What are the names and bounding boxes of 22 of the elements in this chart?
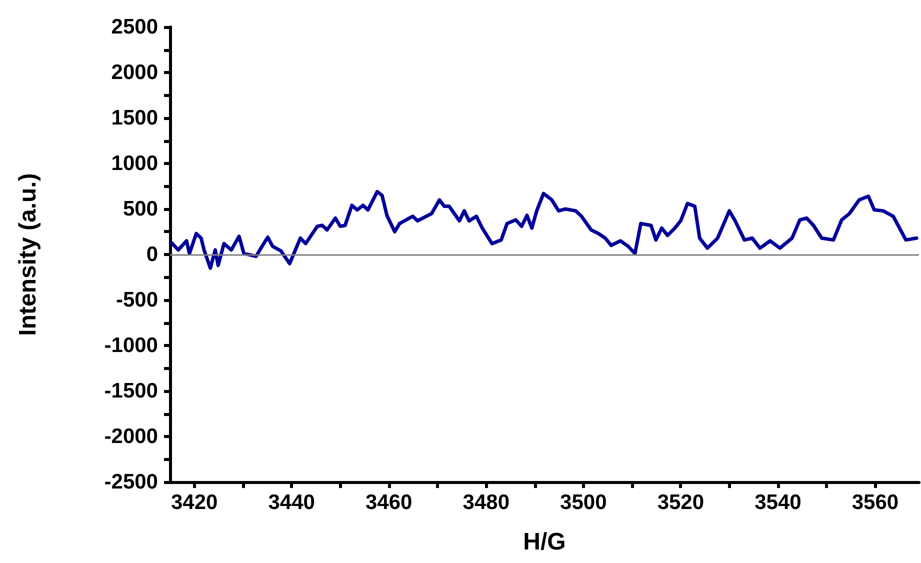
x-tick-label: 3540 <box>754 491 802 514</box>
line-series <box>170 190 918 270</box>
x-tick-label: 3500 <box>560 491 607 514</box>
x-tick-label: 3520 <box>657 491 704 514</box>
x-tick-label: 3420 <box>170 491 218 514</box>
y-tick-label: 2000 <box>111 61 158 84</box>
y-tick-label: -500 <box>116 288 158 312</box>
y-tick-label: 2500 <box>111 16 158 38</box>
y-tick-label: -2000 <box>104 425 158 448</box>
x-axis-title: H/G <box>523 528 566 556</box>
y-tick-label: 1500 <box>111 106 158 130</box>
y-tick-label: 0 <box>146 243 158 266</box>
y-tick-label: 1000 <box>111 152 158 175</box>
x-tick-label: 3560 <box>852 491 899 514</box>
y-tick-label: -1000 <box>104 334 158 357</box>
y-tick-label: 500 <box>122 198 158 220</box>
x-tick-label: 3460 <box>366 491 412 514</box>
y-tick-label: -2500 <box>104 470 158 494</box>
x-tick-label: 3440 <box>268 491 315 514</box>
y-axis-title: Intensity (a.u.) <box>14 173 42 336</box>
x-tick-label: 3480 <box>462 491 510 514</box>
y-tick-label: -1500 <box>104 380 158 402</box>
